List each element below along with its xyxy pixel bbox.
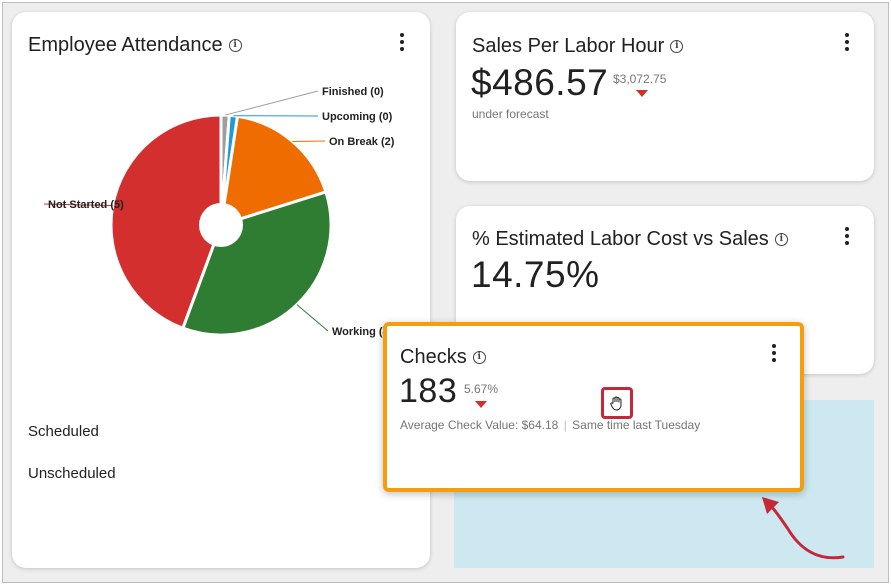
attendance-title: Employee Attendance i <box>28 34 242 57</box>
labor-cost-title-text: % Estimated Labor Cost vs Sales <box>472 228 769 250</box>
checks-card[interactable]: Checks i 183 5.67% Average Check Value: … <box>383 322 804 492</box>
pie-label: Finished (0) <box>322 86 384 98</box>
curved-arrow-icon <box>762 497 845 560</box>
labor-cost-title: % Estimated Labor Cost vs Sales i <box>472 228 788 251</box>
attendance-pie-chart: Finished (0) Upcoming (0) On Break (2) Work… <box>43 86 395 338</box>
compare-period: Same time last Tuesday <box>572 418 701 432</box>
kebab-menu-icon[interactable] <box>840 226 854 246</box>
attendance-title-text: Employee Attendance <box>28 34 223 56</box>
splh-compare-value: $3,072.75 <box>613 72 667 86</box>
kebab-menu-icon[interactable] <box>767 343 781 363</box>
caption-divider: | <box>563 418 567 432</box>
unscheduled-row[interactable]: Unscheduled <box>28 465 116 482</box>
pie-label: On Break (2) <box>329 136 395 148</box>
checks-title: Checks i <box>400 346 486 369</box>
splh-value: $486.57 <box>471 62 609 103</box>
info-icon[interactable]: i <box>774 233 788 246</box>
hand-glyph <box>610 396 622 411</box>
pie-center-hole <box>199 203 243 247</box>
attendance-card: Employee Attendance i Finished (0) Upcomi… <box>12 12 430 568</box>
kebab-menu-icon[interactable] <box>395 32 409 52</box>
checks-value: 183 <box>399 372 458 410</box>
down-arrow-icon <box>636 90 648 97</box>
info-icon[interactable]: i <box>228 39 242 52</box>
info-icon[interactable]: i <box>472 351 486 364</box>
pie-leader-line <box>225 90 319 116</box>
splh-caption: under forecast <box>472 107 549 121</box>
scheduled-row[interactable]: Scheduled <box>28 423 99 440</box>
kebab-menu-icon[interactable] <box>840 32 854 52</box>
checks-title-text: Checks <box>400 346 467 368</box>
grab-hand-cursor-icon <box>601 387 633 419</box>
pie-leader-line <box>43 203 113 207</box>
pie-leader-line <box>296 304 329 332</box>
pie-label: Working (4) <box>332 326 393 338</box>
down-arrow-icon <box>475 401 487 408</box>
checks-caption: Average Check Value: $64.18 | Same time … <box>400 418 700 432</box>
labor-cost-value: 14.75% <box>471 254 600 295</box>
pie-label: Upcoming (0) <box>322 111 393 123</box>
sales-per-labor-hour-card: Sales Per Labor Hour i $486.57 $3,072.75… <box>456 12 874 181</box>
splh-title-text: Sales Per Labor Hour <box>472 35 665 57</box>
checks-change-value: 5.67% <box>464 382 499 396</box>
pie-label: Not Started (5) <box>48 199 124 211</box>
average-check-value: Average Check Value: $64.18 <box>400 418 559 432</box>
pie-slice-working[interactable] <box>180 190 333 337</box>
splh-title: Sales Per Labor Hour i <box>472 35 684 58</box>
info-icon[interactable]: i <box>670 40 684 53</box>
pie-slice-on-break[interactable] <box>219 114 328 228</box>
